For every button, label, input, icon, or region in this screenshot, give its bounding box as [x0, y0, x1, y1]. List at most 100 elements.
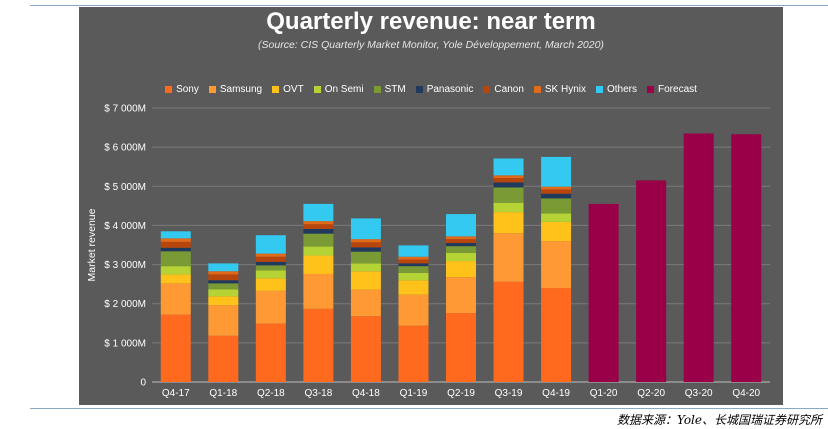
bar-segment-stm [446, 246, 476, 253]
bar-segment-canon [446, 239, 476, 244]
x-tick-label: Q4-18 [352, 388, 380, 399]
bar-segment-others [303, 203, 334, 222]
legend-label: Sony [176, 84, 199, 95]
bar-segment-samsung [541, 241, 572, 289]
bar-segment-sony [160, 314, 191, 382]
legend-label: On Semi [324, 84, 364, 95]
x-tick-label: Q2-20 [637, 388, 665, 399]
legend-item-others: Others [596, 84, 637, 95]
legend-swatch [596, 86, 603, 93]
bar-segment-panasonic [493, 182, 524, 188]
bar-segment-samsung [398, 294, 429, 326]
bar-segment-sk-hynix [160, 238, 191, 242]
x-tick-label: Q4-17 [162, 388, 190, 399]
bar-segment-on-semi [160, 266, 191, 275]
bar-segment-others [446, 214, 476, 237]
bar-segment-canon [541, 189, 572, 194]
bar-segment-samsung [493, 233, 524, 282]
bar-segment-stm [208, 283, 239, 290]
y-tick-label: 0 [140, 378, 146, 389]
bar-segment-others [255, 235, 286, 254]
bar-segment-on-semi [446, 252, 476, 262]
legend-swatch [647, 86, 655, 93]
y-tick-label: $ 7 000M [104, 104, 146, 115]
legend-label: Others [607, 84, 638, 95]
bar-segment-on-semi [208, 289, 239, 297]
bar-segment-forecast [731, 134, 762, 382]
bar-segment-others [493, 158, 524, 176]
bar-segment-panasonic [160, 247, 191, 252]
legend-swatch [415, 86, 423, 93]
bar-segment-ovt [398, 280, 429, 295]
bar-segment-samsung [255, 290, 286, 324]
bar-segment-canon [303, 224, 334, 229]
bar-segment-stm [255, 265, 286, 271]
bar-segment-ovt [446, 261, 476, 278]
legend-item-stm: STM [373, 84, 406, 95]
y-tick-label: $ 4 000M [104, 221, 146, 232]
bar-segment-ovt [208, 296, 239, 306]
x-tick-label: Q3-19 [495, 388, 523, 399]
y-tick-label: $ 5 000M [104, 182, 146, 193]
legend-swatch [165, 86, 173, 93]
legend-item-canon: Canon [483, 84, 524, 95]
legend-label: Samsung [219, 84, 263, 95]
x-tick-label: Q1-20 [590, 388, 618, 399]
bar-segment-sony [541, 288, 572, 382]
top-rule [30, 5, 828, 6]
bar-segment-on-semi [303, 246, 334, 256]
bar-segment-stm [398, 266, 429, 273]
bar-segment-others [541, 156, 572, 187]
bar-segment-canon [398, 259, 429, 264]
bar-segment-sk-hynix [541, 186, 572, 190]
bar-segment-ovt [541, 221, 572, 242]
bar-segment-on-semi [541, 213, 572, 222]
bar-segment-others [350, 218, 381, 240]
source-caption: 数据来源：Yole、长城国瑞证券研究所 [616, 413, 822, 427]
chart-title: Quarterly revenue: near term [266, 8, 596, 35]
bar-segment-forecast [636, 180, 667, 382]
x-tick-label: Q1-19 [400, 388, 428, 399]
bar-segment-canon [493, 178, 524, 183]
bar-segment-samsung [208, 305, 239, 336]
bar-segment-ovt [350, 271, 381, 290]
bar-segment-canon [208, 274, 239, 281]
x-tick-label: Q2-19 [447, 388, 475, 399]
legend-swatch [208, 86, 216, 93]
bar-segment-panasonic [255, 261, 286, 266]
x-tick-label: Q4-19 [542, 388, 570, 399]
bar-segment-forecast [588, 203, 619, 382]
bar-segment-sk-hynix [350, 239, 381, 243]
y-tick-label: $ 3 000M [104, 260, 146, 271]
chart-subtitle: (Source: CIS Quarterly Market Monitor, Y… [258, 39, 604, 51]
legend-label: STM [384, 84, 406, 95]
bar-segment-on-semi [255, 270, 286, 279]
bar-segment-forecast [683, 133, 714, 382]
bar-segment-stm [350, 251, 381, 264]
x-tick-label: Q2-18 [257, 388, 285, 399]
bar-segment-panasonic [208, 280, 239, 284]
bar-segment-on-semi [493, 202, 524, 213]
bar-segment-panasonic [398, 263, 429, 267]
bar-segment-sony [255, 323, 286, 382]
bottom-rule [30, 408, 828, 409]
bar-segment-sk-hynix [446, 236, 476, 240]
bar-segment-sony [398, 325, 429, 382]
bar-segment-on-semi [350, 263, 381, 272]
legend-swatch [272, 86, 280, 93]
legend-item-panasonic: Panasonic [415, 84, 473, 95]
bar-segment-samsung [160, 283, 191, 315]
legend-item-ovt: OVT [272, 84, 304, 95]
bar-segment-sony [493, 281, 524, 382]
legend-item-on-semi: On Semi [313, 84, 364, 95]
y-tick-label: $ 2 000M [104, 299, 146, 310]
bar-segment-sk-hynix [493, 175, 524, 179]
bar-segment-on-semi [398, 272, 429, 281]
bar-segment-panasonic [446, 243, 476, 247]
bar-segment-sony [303, 308, 334, 382]
bar-segment-sk-hynix [208, 271, 239, 275]
legend-item-sk-hynix: SK Hynix [533, 84, 586, 95]
bar-segment-sony [446, 313, 476, 382]
x-tick-label: Q1-18 [209, 388, 237, 399]
y-tick-label: $ 1 000M [104, 338, 146, 349]
